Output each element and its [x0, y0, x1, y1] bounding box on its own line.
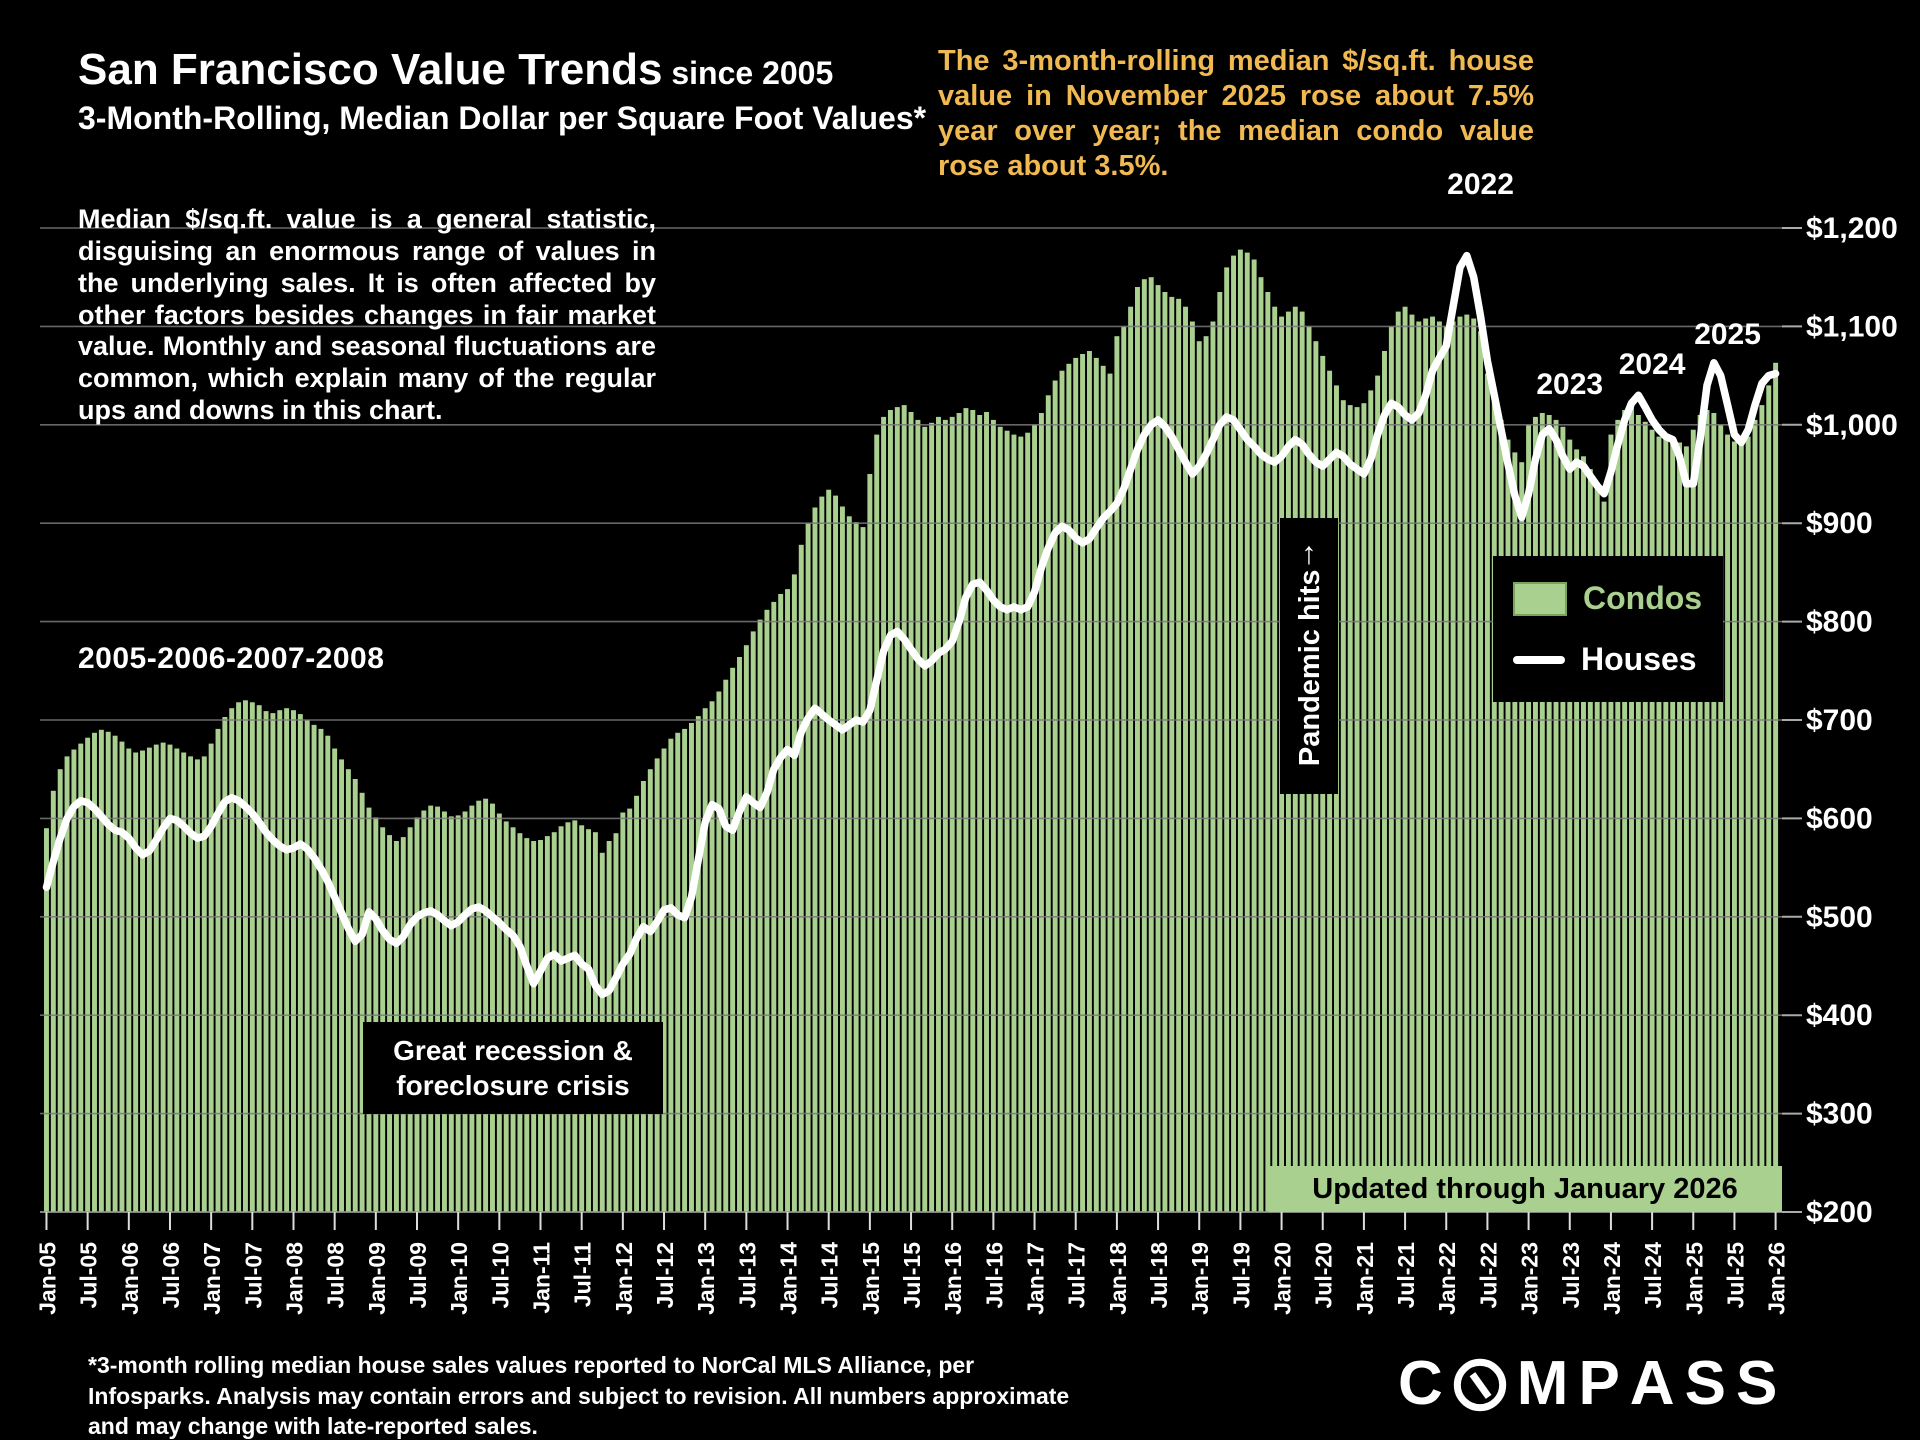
era-annotation: 2005-2006-2007-2008 [78, 642, 385, 675]
x-tick-label: Jan-13 [693, 1242, 719, 1315]
title-subtitle: 3-Month-Rolling, Median Dollar per Squar… [78, 100, 927, 137]
peak-year-label: 2024 [1618, 347, 1686, 381]
legend-houses-label: Houses [1581, 641, 1697, 677]
houses-line-swatch-icon [1513, 655, 1565, 664]
houses-line [42, 251, 1780, 999]
x-tick-label: Jul-11 [570, 1242, 596, 1307]
y-tick-label: $500 [1806, 901, 1873, 934]
x-tick-label: Jul-17 [1064, 1242, 1090, 1308]
x-tick-label: Jan-10 [446, 1242, 472, 1315]
y-tick-label: $1,100 [1806, 310, 1898, 343]
x-tick-label: Jul-24 [1640, 1242, 1666, 1309]
x-tick-label: Jul-25 [1722, 1242, 1748, 1309]
legend: Condos Houses [1493, 556, 1723, 702]
x-tick-label: Jul-07 [240, 1242, 266, 1308]
updated-through-badge: Updated through January 2026 [1268, 1166, 1782, 1212]
compass-needle-icon [1453, 1358, 1506, 1412]
x-tick-label: Jul-09 [405, 1242, 431, 1308]
x-axis-labels: Jan-05 Jul-05 Jan-06 Jul-06 Jan-07 Jul-07 Jan-… [35, 1212, 1790, 1315]
x-tick-label: Jan-05 [35, 1242, 61, 1315]
x-tick-label: Jul-05 [76, 1242, 102, 1309]
pandemic-annotation: Pandemic hits ↑ [1280, 518, 1338, 794]
x-tick-label: Jul-14 [817, 1242, 843, 1309]
title-main: San Francisco Value Trends [78, 45, 663, 94]
x-tick-label: Jul-22 [1475, 1242, 1501, 1308]
page-title: San Francisco Value Trends since 2005 3-… [78, 42, 926, 139]
peak-year-label: 2025 [1694, 318, 1761, 352]
x-tick-label: Jul-08 [323, 1242, 349, 1309]
x-tick-label: Jul-06 [158, 1242, 184, 1308]
x-tick-label: Jan-07 [199, 1242, 225, 1315]
recession-annotation: Great recession & foreclosure crisis [363, 1022, 663, 1114]
x-tick-label: Jul-20 [1311, 1242, 1337, 1308]
x-tick-label: Jan-14 [776, 1242, 802, 1315]
x-tick-label: Jan-22 [1434, 1242, 1460, 1315]
x-tick-label: Jan-17 [1023, 1242, 1049, 1315]
x-tick-label: Jan-18 [1105, 1242, 1131, 1315]
legend-condos-label: Condos [1583, 580, 1703, 616]
y-axis-labels: $1,200 $1,100 $1,000 $900 $800 $700 $600 $500 $4… [1806, 212, 1898, 1229]
x-tick-label: Jan-25 [1681, 1242, 1707, 1315]
x-tick-label: Jul-23 [1558, 1242, 1584, 1308]
x-tick-label: Jan-21 [1352, 1242, 1378, 1315]
compass-logo: C M P A S S [1398, 1349, 1778, 1418]
x-tick-label: Jul-12 [652, 1242, 678, 1308]
x-tick-label: Jul-15 [899, 1242, 925, 1309]
x-tick-label: Jan-08 [282, 1242, 308, 1315]
y-tick-label: $1,200 [1806, 212, 1898, 245]
x-tick-label: Jan-06 [117, 1242, 143, 1315]
pandemic-annotation-label: Pandemic hits [1294, 569, 1326, 767]
x-tick-label: Jul-13 [734, 1242, 760, 1308]
title-suffix: since 2005 [662, 55, 834, 91]
logo-letter: C [1398, 1349, 1443, 1418]
x-tick-label: Jan-12 [611, 1242, 637, 1315]
x-tick-label: Jan-23 [1517, 1242, 1543, 1315]
y-tick-label: $800 [1806, 606, 1873, 639]
y-tick-label: $700 [1806, 704, 1873, 737]
up-arrow-icon: ↑ [1301, 535, 1317, 571]
gridlines [40, 227, 1802, 1213]
x-tick-label: Jan-19 [1187, 1242, 1213, 1315]
x-tick-label: Jan-16 [940, 1242, 966, 1315]
peak-year-label: 2022 [1447, 167, 1514, 201]
y-tick-label: $900 [1806, 507, 1873, 540]
x-tick-label: Jan-09 [364, 1242, 390, 1315]
x-tick-label: Jan-20 [1270, 1242, 1296, 1315]
x-tick-label: Jul-18 [1146, 1242, 1172, 1309]
y-tick-label: $1,000 [1806, 409, 1898, 442]
footnote: *3-month rolling median house sales valu… [88, 1352, 1070, 1440]
yoy-callout: The 3-month-rolling median $/sq.ft. hous… [938, 45, 1534, 183]
x-tick-label: Jul-19 [1228, 1242, 1254, 1308]
y-tick-label: $400 [1806, 999, 1873, 1032]
y-tick-label: $200 [1806, 1196, 1873, 1229]
peak-year-label: 2023 [1536, 368, 1604, 402]
legend-item-houses: Houses [1513, 641, 1723, 678]
x-tick-label: Jul-16 [981, 1242, 1007, 1308]
y-tick-label: $300 [1806, 1098, 1873, 1131]
x-tick-label: Jan-26 [1764, 1242, 1790, 1315]
x-tick-label: Jul-10 [487, 1242, 513, 1308]
condos-swatch-icon [1513, 581, 1567, 616]
x-tick-label: Jan-11 [529, 1242, 555, 1314]
x-tick-label: Jan-24 [1599, 1242, 1625, 1315]
methodology-note: Median $/sq.ft. value is a general stati… [78, 204, 656, 426]
legend-item-condos: Condos [1513, 580, 1723, 617]
y-tick-label: $600 [1806, 802, 1873, 835]
x-tick-label: Jul-21 [1393, 1242, 1419, 1309]
x-tick-label: Jan-15 [858, 1242, 884, 1315]
